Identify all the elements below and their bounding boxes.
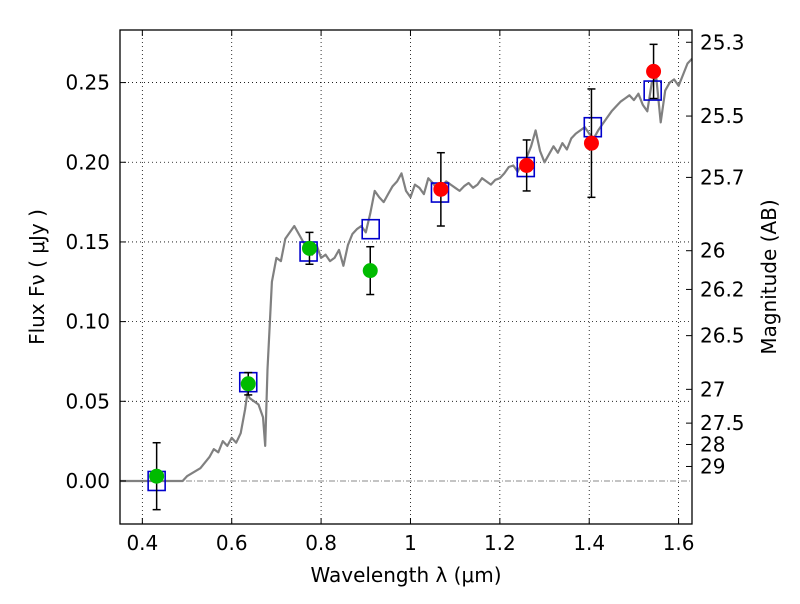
data-point — [433, 181, 449, 197]
model-photometry-square — [361, 218, 380, 240]
data-point — [583, 135, 599, 151]
y-tick-label: 0.00 — [65, 469, 110, 493]
magnitude-tick-label: 27 — [700, 377, 725, 401]
magnitude-tick-label: 25.5 — [700, 104, 745, 128]
data-point — [646, 63, 662, 79]
magnitude-tick-label: 25.3 — [700, 30, 745, 54]
y-tick-label: 0.20 — [65, 150, 110, 174]
y-axis-label-left: Flux Fν ( μJy ) — [25, 209, 49, 345]
y-tick-label: 0.15 — [65, 230, 110, 254]
x-tick-label: 0.6 — [216, 531, 248, 555]
model-photometry-square — [643, 80, 662, 101]
y-tick-label: 0.25 — [65, 71, 110, 95]
model-photometry-square — [583, 116, 603, 138]
grid-layer — [120, 30, 692, 524]
data-point — [240, 376, 256, 392]
x-axis-label: Wavelength λ (μm) — [310, 563, 501, 587]
plot-frame — [119, 29, 693, 525]
model-spectrum-line — [120, 57, 693, 483]
x-tick-label: 0.4 — [126, 531, 158, 555]
data-point — [362, 263, 378, 279]
x-tick-label: 0.8 — [305, 531, 337, 555]
axis-layer: 0.4 0.6 0.8 1 1.2 1.4 1.6 0.00 0.05 0.10 0.15 0.20 0… — [65, 30, 745, 555]
y-tick-label: 0.05 — [65, 389, 110, 413]
x-tick-label: 1 — [404, 531, 417, 555]
plot-layer — [120, 43, 693, 511]
x-tick-label: 1.4 — [573, 531, 605, 555]
x-tick-label: 1.2 — [484, 531, 516, 555]
model-photometry-square — [516, 156, 536, 178]
magnitude-tick-label: 26 — [700, 239, 725, 263]
magnitude-tick-label: 28 — [700, 432, 725, 456]
magnitude-tick-label: 26.5 — [700, 324, 745, 348]
magnitude-tick-label: 26.2 — [700, 277, 745, 301]
data-point — [301, 240, 317, 256]
y-axis-label-right: Magnitude (AB) — [757, 199, 781, 354]
data-point — [519, 157, 535, 173]
magnitude-tick-label: 27.5 — [700, 411, 745, 435]
data-point — [149, 468, 165, 484]
x-tick-label: 1.6 — [663, 531, 695, 555]
magnitude-tick-label: 29 — [700, 454, 725, 478]
magnitude-tick-label: 25.7 — [700, 165, 745, 189]
y-tick-label: 0.10 — [65, 310, 110, 334]
